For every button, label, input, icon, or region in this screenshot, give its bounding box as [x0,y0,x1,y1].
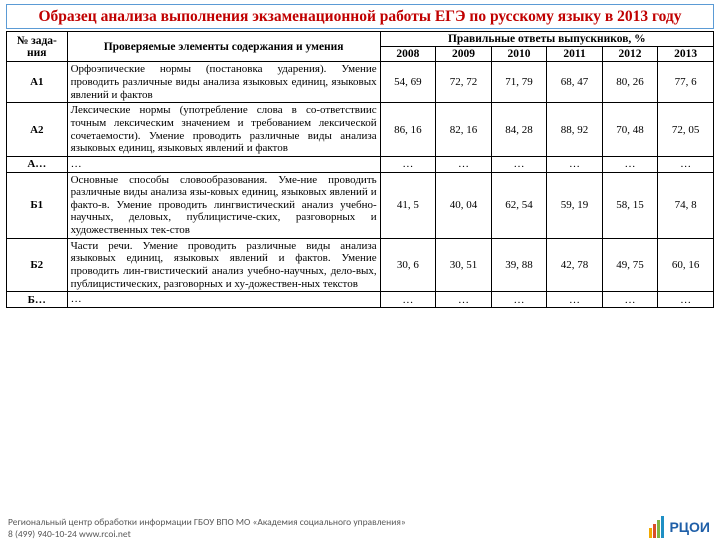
cell-value: 88, 92 [547,103,603,157]
logo-bar-icon [657,520,660,538]
header-year: 2010 [491,47,547,62]
logo-bar-icon [653,524,656,538]
footer-line1: Региональный центр обработки информации … [8,517,406,528]
cell-value: 71, 79 [491,62,547,103]
row-desc: … [67,156,380,172]
cell-value: … [380,292,436,308]
row-id: Б… [7,292,68,308]
table-row: А…………………… [7,156,714,172]
header-year: 2009 [436,47,492,62]
cell-value: 59, 19 [547,172,603,238]
table-row: Б…………………… [7,292,714,308]
header-group: Правильные ответы выпускников, % [380,32,713,47]
header-year: 2012 [602,47,658,62]
row-id: А1 [7,62,68,103]
cell-value: 77, 6 [658,62,714,103]
cell-value: … [491,156,547,172]
cell-value: 62, 54 [491,172,547,238]
cell-value: 60, 16 [658,238,714,292]
cell-value: 72, 72 [436,62,492,103]
cell-value: 72, 05 [658,103,714,157]
cell-value: 82, 16 [436,103,492,157]
row-id: А… [7,156,68,172]
cell-value: 39, 88 [491,238,547,292]
cell-value: … [380,156,436,172]
row-id: Б2 [7,238,68,292]
logo-bars-icon [649,516,664,538]
cell-value: 68, 47 [547,62,603,103]
cell-value: … [547,156,603,172]
page-title: Образец анализа выполнения экзаменационн… [11,7,709,26]
cell-value: … [602,156,658,172]
logo-text: РЦОИ [669,519,710,535]
cell-value: … [491,292,547,308]
title-container: Образец анализа выполнения экзаменационн… [6,4,714,29]
header-year: 2008 [380,47,436,62]
cell-value: 30, 6 [380,238,436,292]
table-row: Б2Части речи. Умение проводить различные… [7,238,714,292]
logo: РЦОИ [649,516,710,538]
table-row: А2Лексические нормы (употребление слова … [7,103,714,157]
row-desc: Части речи. Умение проводить различные в… [67,238,380,292]
footer: Региональный центр обработки информации … [8,517,406,540]
cell-value: 58, 15 [602,172,658,238]
cell-value: 41, 5 [380,172,436,238]
cell-value: 54, 69 [380,62,436,103]
cell-value: 84, 28 [491,103,547,157]
header-num: № зада-ния [7,32,68,62]
cell-value: … [547,292,603,308]
header-row-1: № зада-ния Проверяемые элементы содержан… [7,32,714,47]
row-id: Б1 [7,172,68,238]
header-year: 2013 [658,47,714,62]
header-year: 2011 [547,47,603,62]
header-desc: Проверяемые элементы содержания и умения [67,32,380,62]
table-body: А1Орфоэпические нормы (постановка ударен… [7,62,714,308]
row-desc: Лексические нормы (употребление слова в … [67,103,380,157]
logo-bar-icon [649,528,652,538]
logo-bar-icon [661,516,664,538]
cell-value: 70, 48 [602,103,658,157]
cell-value: 80, 26 [602,62,658,103]
table-row: А1Орфоэпические нормы (постановка ударен… [7,62,714,103]
cell-value: … [436,156,492,172]
cell-value: … [658,292,714,308]
row-id: А2 [7,103,68,157]
cell-value: … [658,156,714,172]
cell-value: 86, 16 [380,103,436,157]
analysis-table: № зада-ния Проверяемые элементы содержан… [6,31,714,308]
footer-line2: 8 (499) 940-10-24 www.rcoi.net [8,529,406,540]
table-row: Б1Основные способы словообразования. Уме… [7,172,714,238]
cell-value: 30, 51 [436,238,492,292]
cell-value: 40, 04 [436,172,492,238]
cell-value: 49, 75 [602,238,658,292]
cell-value: … [436,292,492,308]
row-desc: … [67,292,380,308]
cell-value: 42, 78 [547,238,603,292]
cell-value: 74, 8 [658,172,714,238]
row-desc: Орфоэпические нормы (постановка ударения… [67,62,380,103]
row-desc: Основные способы словообразования. Уме-н… [67,172,380,238]
cell-value: … [602,292,658,308]
